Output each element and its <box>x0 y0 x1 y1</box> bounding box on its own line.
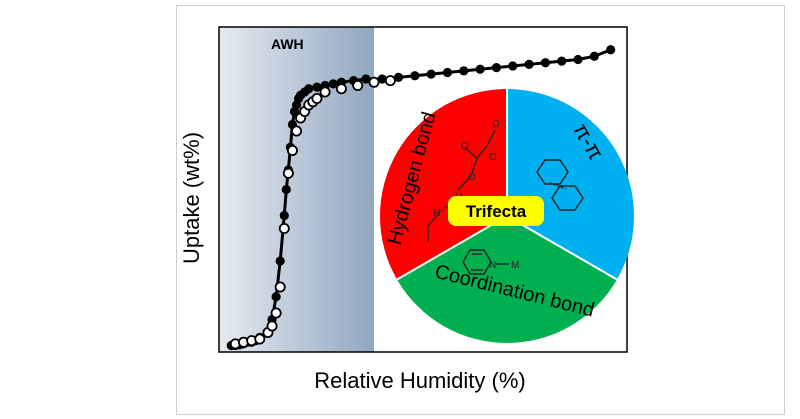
atom-label: O <box>492 119 500 130</box>
hydrogen-bond-sector <box>379 89 507 280</box>
pi-pi-stacking-icon <box>536 159 584 211</box>
pi-pi-sector <box>507 89 634 280</box>
open-data-point <box>384 75 396 87</box>
open-data-point <box>266 320 278 332</box>
filled-data-point <box>459 66 469 76</box>
x-axis-title: Relative Humidity (%) <box>314 368 526 393</box>
filled-data-point <box>426 69 436 79</box>
metal-label: M <box>511 260 519 271</box>
open-data-point <box>282 167 294 179</box>
filled-data-point <box>361 74 371 84</box>
open-data-point <box>368 76 380 88</box>
trifecta-inset: O O O H H O N M Hydrogen bond π-π Coordi… <box>379 89 634 343</box>
filled-data-point <box>524 59 534 69</box>
open-data-point <box>335 83 347 95</box>
filled-data-point <box>573 54 583 65</box>
atom-label: O <box>468 172 476 183</box>
trifecta-box <box>448 196 544 226</box>
filled-data-point <box>606 45 616 55</box>
atom-label: O <box>489 152 497 163</box>
filled-data-point <box>508 61 518 71</box>
open-data-point <box>278 222 290 234</box>
open-data-point <box>286 144 298 156</box>
filled-data-point <box>279 210 289 221</box>
sector-divider <box>506 215 618 281</box>
open-data-point <box>352 80 364 92</box>
atom-label: H <box>433 208 440 219</box>
filled-data-point <box>328 79 338 89</box>
filled-data-point <box>540 58 551 68</box>
trifecta-label: Trifecta <box>466 202 527 221</box>
open-data-point <box>254 333 266 345</box>
filled-data-point <box>557 56 567 66</box>
filled-data-point <box>275 256 285 266</box>
filled-data-point <box>491 63 502 73</box>
y-axis-title: Uptake (wt%) <box>179 132 204 264</box>
filled-data-point <box>304 84 314 94</box>
filled-data-point <box>312 82 322 92</box>
filled-data-point <box>589 51 599 61</box>
nitrogen-label: N <box>489 260 496 271</box>
open-data-point <box>270 307 282 319</box>
filled-data-point <box>271 292 281 302</box>
awh-region <box>219 27 375 352</box>
open-data-point <box>291 125 303 137</box>
awh-label: AWH <box>271 36 304 52</box>
filled-data-point <box>281 184 291 195</box>
open-data-point <box>319 86 331 98</box>
atom-label: O <box>461 141 469 152</box>
filled-data-point <box>410 71 420 81</box>
filled-data-point <box>475 64 485 74</box>
hydrogen-bond-structure-icon <box>427 129 496 242</box>
sector-divider <box>396 215 508 281</box>
figure-border <box>176 5 785 415</box>
pyridine-ring-icon <box>462 249 509 275</box>
filled-data-point <box>377 74 387 84</box>
filled-data-point <box>442 67 453 78</box>
series-layer <box>226 45 616 351</box>
open-data-point <box>311 93 323 105</box>
open-data-point <box>274 281 286 293</box>
filled-data-point <box>393 72 404 82</box>
